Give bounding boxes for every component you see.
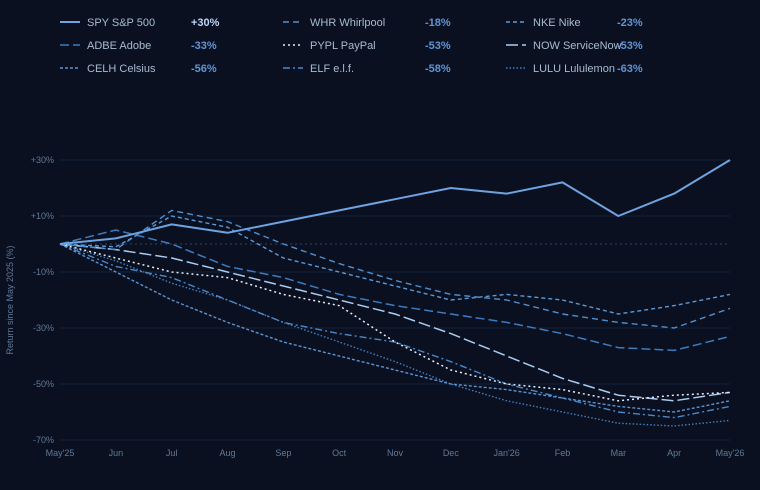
legend-label: NOW ServiceNow <box>533 40 622 52</box>
y-tick-label: -50% <box>33 379 54 389</box>
x-tick-label: Sep <box>275 448 291 458</box>
legend-label: PYPL PayPal <box>310 40 376 52</box>
legend-label: CELH Celsius <box>87 63 156 75</box>
legend-label: LULU Lululemon <box>533 63 615 75</box>
x-tick-label: Oct <box>332 448 347 458</box>
legend-return-value: -53% <box>617 40 643 52</box>
legend-item-pypl: PYPL PayPal -53% <box>283 40 451 52</box>
series-line-now <box>59 243 731 402</box>
x-tick-label: Feb <box>555 448 571 458</box>
legend-item-nke: NKE Nike -23% <box>506 17 643 29</box>
series-line-elf <box>59 243 731 419</box>
legend-label: ELF e.l.f. <box>310 63 354 75</box>
x-axis: May'25 Jun Jul Aug Sep Oct Nov Dec Jan'26 Feb Mar A… <box>46 448 745 458</box>
legend-return-value: -18% <box>425 17 451 29</box>
x-tick-label: Dec <box>443 448 460 458</box>
x-tick-label: Jan'26 <box>494 448 520 458</box>
legend-return-value: -23% <box>617 17 643 29</box>
legend-item-now: NOW ServiceNow-53% <box>506 40 643 52</box>
series-line-pypl <box>59 243 731 402</box>
x-tick-label: Jul <box>166 448 178 458</box>
y-axis: +30% +10% -10% -30% -50% -70% <box>31 155 54 445</box>
y-tick-label: -10% <box>33 267 54 277</box>
legend-return-value: -53% <box>425 40 451 52</box>
series-line-lulu <box>59 243 731 427</box>
series-line-spy <box>59 159 731 245</box>
legend-return-value: +30% <box>191 17 220 29</box>
legend-label: SPY S&P 500 <box>87 17 155 29</box>
legend-return-value: -33% <box>191 40 217 52</box>
legend-label: ADBE Adobe <box>87 40 151 52</box>
legend-label: WHR Whirlpool <box>310 17 385 29</box>
series-line-celh <box>59 243 731 413</box>
legend-item-spy: SPY S&P 500 +30% <box>60 17 220 29</box>
y-tick-label: -30% <box>33 323 54 333</box>
legend-item-elf: ELF e.l.f. -58% <box>283 63 451 75</box>
legend-item-lulu: LULU Lululemon -63% <box>506 63 643 75</box>
x-tick-label: May'25 <box>46 448 75 458</box>
y-tick-label: -70% <box>33 435 54 445</box>
legend-return-value: -58% <box>425 63 451 75</box>
x-tick-label: Apr <box>667 448 681 458</box>
x-tick-label: Mar <box>611 448 627 458</box>
legend-item-whr: WHR Whirlpool -18% <box>283 17 451 29</box>
legend-item-adbe: ADBE Adobe -33% <box>60 40 217 52</box>
x-tick-label: Nov <box>387 448 404 458</box>
legend-item-celh: CELH Celsius -56% <box>60 63 217 75</box>
legend-return-value: -56% <box>191 63 217 75</box>
series-line-nke <box>59 215 731 315</box>
series-line-whr <box>59 209 731 329</box>
y-axis-title: Return since May 2025 (%) <box>5 245 15 354</box>
series-lines <box>59 159 731 427</box>
y-tick-label: +10% <box>31 211 54 221</box>
x-tick-label: Aug <box>219 448 235 458</box>
legend-return-value: -63% <box>617 63 643 75</box>
y-tick-label: +30% <box>31 155 54 165</box>
legend: SPY S&P 500 +30% WHR Whirlpool -18% NKE Nike… <box>60 17 643 75</box>
x-tick-label: Jun <box>109 448 124 458</box>
legend-label: NKE Nike <box>533 17 581 29</box>
x-tick-label: May'26 <box>716 448 745 458</box>
series-line-adbe <box>59 229 731 352</box>
grid <box>60 159 730 441</box>
